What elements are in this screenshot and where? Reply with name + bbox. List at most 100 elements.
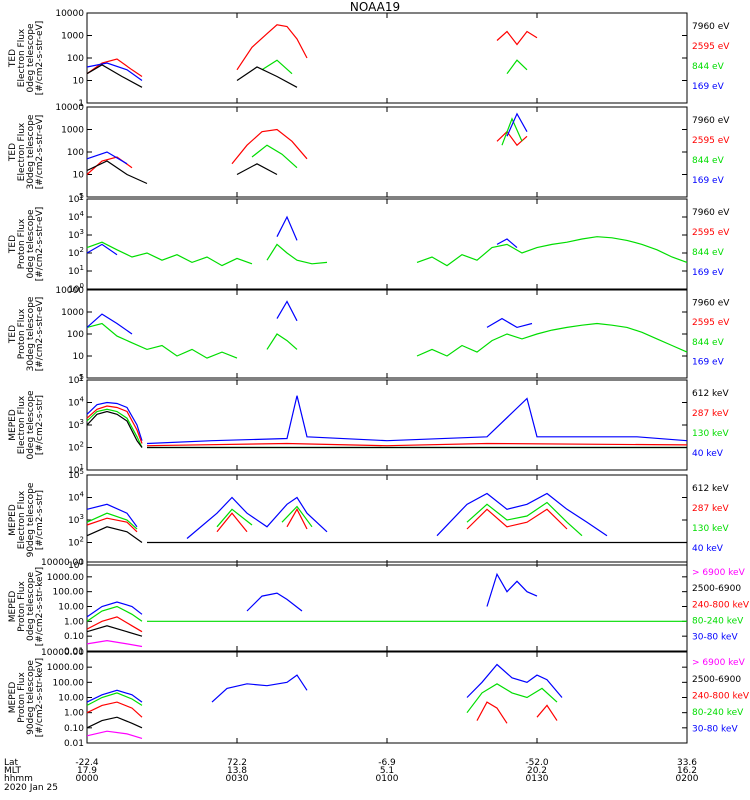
x-tick-label-hhmm: 0000 [76, 774, 99, 784]
series-line [281, 505, 313, 528]
y-axis-label: MEPED [8, 591, 18, 623]
x-tick-label-mlt: 5.1 [380, 766, 394, 776]
panel-5: 101 102 103 104 105 MEPED Electron Flux 0deg te… [8, 373, 729, 476]
series-line [86, 241, 253, 267]
legend-entry: > 6900 keV [692, 568, 746, 578]
y-tick-label: 1 [78, 374, 84, 384]
y-axis-label: [#/cm2-s-str-eV] [35, 115, 45, 190]
series-line [86, 64, 143, 88]
y-axis-label: Proton Flux [17, 672, 27, 723]
y-tick-label: 10.00 [58, 694, 84, 704]
y-axis-label: MEPED [8, 409, 18, 441]
series-line [146, 395, 688, 445]
y-tick-label: 10000.00 [41, 648, 84, 658]
series-line [466, 501, 583, 537]
legend-entry: 844 eV [692, 338, 725, 348]
y-tick-label: 103 [68, 513, 84, 526]
series-line [86, 601, 143, 618]
y-axis-label: 30deg telescope [26, 114, 36, 189]
y-tick-label: 102 [68, 536, 84, 549]
series-line [496, 30, 538, 46]
y-tick-label: 100 [67, 330, 84, 340]
y-axis-label: 0deg telescope [26, 209, 36, 279]
series-line [86, 151, 128, 165]
y-tick-label: 10.00 [58, 603, 84, 613]
panel-3: 100 101 102 103 104 105 TED Proton Flux 0deg tel… [8, 192, 730, 295]
y-tick-label: 102 [68, 441, 84, 454]
legend-entry: 2595 eV [692, 318, 730, 328]
panel-frame [86, 289, 688, 379]
x-tick-label-lat: -52.0 [525, 758, 549, 768]
legend-entry: 2595 eV [692, 228, 730, 238]
legend-entry: 844 eV [692, 248, 725, 258]
panel-7: 0.01 0.10 1.00 10.00 100.00 1000.00 10000.00 ME… [8, 558, 750, 657]
legend-entry: 169 eV [692, 357, 725, 367]
legend-entry: 40 keV [692, 544, 724, 554]
series-line [146, 442, 688, 447]
x-tick-label-hhmm: 0200 [676, 774, 699, 784]
panel-frame [86, 106, 688, 198]
series-line [416, 236, 688, 267]
y-tick-label: 100.00 [53, 588, 85, 598]
y-tick-label: 104 [68, 210, 84, 223]
series-line [211, 674, 308, 703]
series-line [466, 663, 563, 698]
y-axis-label: Electron Flux [17, 28, 27, 87]
series-line [416, 322, 688, 357]
legend-entry: 612 keV [692, 389, 729, 399]
series-line [286, 508, 308, 530]
legend-entry: 30-80 keV [692, 633, 738, 643]
series-line [86, 692, 143, 706]
series-line [216, 512, 248, 533]
x-tick-label-mlt: 20.2 [527, 766, 547, 776]
x-tick-label-hhmm: 0030 [226, 774, 249, 784]
x-tick-label-mlt: 16.2 [677, 766, 697, 776]
y-tick-label: 10000 [55, 9, 84, 19]
panel-frame [86, 651, 688, 744]
legend-entry: 2500-6900 [692, 584, 741, 594]
x-tick-label-lat: -6.9 [378, 758, 396, 768]
y-tick-label: 1000 [61, 308, 84, 318]
series-line [86, 156, 133, 175]
y-axis-label: MEPED [8, 682, 18, 714]
y-tick-label: 105 [68, 373, 84, 386]
y-tick-label: 10000 [55, 286, 84, 296]
series-line [216, 508, 253, 528]
series-line [436, 492, 608, 537]
y-tick-label: 1 [78, 99, 84, 109]
series-line [496, 130, 528, 147]
series-line [276, 215, 298, 241]
legend-entry: 612 keV [692, 484, 729, 494]
y-tick-label: 100 [67, 54, 84, 64]
series-line [86, 730, 143, 739]
legend-entry: 169 eV [692, 82, 725, 92]
y-axis-label: 0deg telescope [26, 23, 36, 93]
legend-entry: 169 eV [692, 176, 725, 186]
y-axis-label: Electron Flux [17, 490, 27, 549]
series-line [236, 163, 278, 176]
y-tick-label: 103 [68, 228, 84, 241]
y-tick-label: 1.00 [64, 709, 84, 719]
legend-entry: 130 keV [692, 524, 729, 534]
y-tick-label: 1.00 [64, 617, 84, 627]
legend-entry: 844 eV [692, 156, 725, 166]
panel-4: 1 10 100 1000 10000 TED Proton Flux 30deg teles… [8, 286, 730, 384]
x-tick-label-lat: 33.6 [677, 758, 697, 768]
y-axis-label: [#/cm2-s-str-eV] [35, 207, 45, 282]
y-axis-label: TED [8, 235, 18, 254]
series-line [86, 322, 238, 359]
y-tick-label: 10 [73, 77, 85, 87]
series-line [236, 66, 298, 88]
y-axis-label: 90deg telescope [26, 482, 36, 557]
series-line [476, 701, 508, 724]
series-line [86, 160, 148, 185]
plot-title: NOAA19 [349, 0, 401, 14]
y-axis-label: [#/cm2-s-str-eV] [35, 297, 45, 372]
y-tick-label: 10 [73, 171, 85, 181]
legend-entry: 80-240 keV [692, 708, 744, 718]
legend-entry: 2595 eV [692, 42, 730, 52]
series-line [86, 526, 143, 543]
series-line [486, 317, 533, 329]
series-line [466, 683, 558, 714]
panel-frame [86, 379, 688, 471]
